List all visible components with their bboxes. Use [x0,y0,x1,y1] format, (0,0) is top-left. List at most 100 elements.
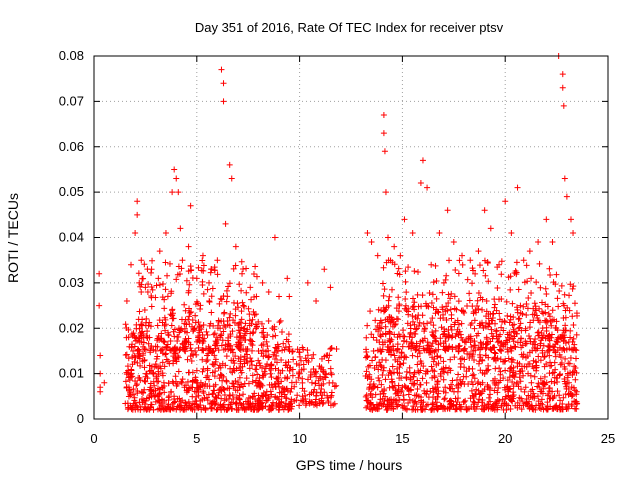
data-point [168,288,175,295]
data-point [391,243,398,250]
data-point [437,335,444,342]
data-point [409,295,416,302]
data-point [482,352,489,359]
data-point [484,260,491,267]
data-point [173,358,180,365]
data-point [372,317,379,324]
data-point [475,330,482,337]
data-point [183,338,190,345]
data-point [541,353,548,360]
data-point [193,401,200,408]
data-point [566,292,573,299]
data-point [485,394,492,401]
data-point [235,344,242,351]
data-point [324,394,331,401]
data-point [548,322,555,329]
data-point [421,347,428,354]
data-point [541,363,548,370]
data-point [532,341,539,348]
data-point [461,338,468,345]
data-point [424,184,431,191]
data-point [175,368,182,375]
data-point [481,386,488,393]
data-point [214,271,221,278]
data-point [187,404,194,411]
data-point [240,391,247,398]
x-axis-label: GPS time / hours [296,457,403,473]
data-point [385,372,392,379]
data-point [204,357,211,364]
data-point [223,353,230,360]
data-point [301,388,308,395]
data-point [170,357,177,364]
data-point [323,352,330,359]
data-point [226,391,233,398]
data-point [528,379,535,386]
data-point [459,355,466,362]
data-point [236,374,243,381]
data-point [204,332,211,339]
data-point [445,300,452,307]
data-point [415,368,422,375]
data-point [461,347,468,354]
data-point [122,321,129,328]
data-point [490,356,497,363]
data-point [136,325,143,332]
data-point [251,311,258,318]
data-point [411,344,418,351]
data-point [562,391,569,398]
data-point [400,327,407,334]
data-point [398,388,405,395]
data-point [263,338,270,345]
data-point [483,367,490,374]
data-point [223,298,230,305]
data-point [252,311,259,318]
data-point [533,279,540,286]
data-point [139,275,146,282]
data-point [201,395,208,402]
data-point [510,395,517,402]
data-point [478,399,485,406]
data-point [186,309,193,316]
data-point [171,333,178,340]
data-point [172,344,179,351]
data-point [161,400,168,407]
data-point [569,285,576,292]
data-point [276,319,283,326]
data-point [454,388,461,395]
data-point [185,316,192,323]
data-point [374,384,381,391]
data-point [524,278,531,285]
data-point [316,382,323,389]
data-point [240,265,247,272]
data-point [161,314,168,321]
data-point [97,352,104,359]
data-point [213,399,220,406]
data-point [286,367,293,374]
data-point [230,357,237,364]
data-point [318,397,325,404]
data-point [223,396,230,403]
data-point [496,261,503,268]
data-point [386,293,393,300]
data-point [173,175,180,182]
data-point [546,265,553,272]
data-point [206,297,213,304]
data-point [400,338,407,345]
data-point [370,347,377,354]
data-point [487,391,494,398]
data-point [535,380,542,387]
data-point [203,394,210,401]
data-point [217,295,224,302]
data-point [529,406,536,413]
y-tick-label: 0.06 [59,139,84,154]
data-point [250,271,257,278]
data-point [562,327,569,334]
data-point [155,378,162,385]
data-point [386,384,393,391]
data-point [160,379,167,386]
data-point [271,349,278,356]
data-point [249,347,256,354]
data-point [125,355,132,362]
data-point [199,278,206,285]
